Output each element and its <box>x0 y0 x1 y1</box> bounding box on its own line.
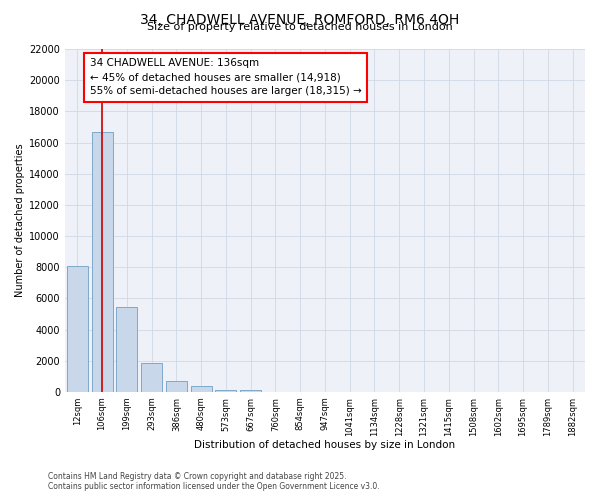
Bar <box>67 266 88 392</box>
Bar <box>191 386 212 392</box>
X-axis label: Distribution of detached houses by size in London: Distribution of detached houses by size … <box>194 440 455 450</box>
Text: 34, CHADWELL AVENUE, ROMFORD, RM6 4QH: 34, CHADWELL AVENUE, ROMFORD, RM6 4QH <box>140 12 460 26</box>
Bar <box>116 307 137 392</box>
Bar <box>166 381 187 392</box>
Bar <box>215 390 236 392</box>
Bar <box>141 363 162 392</box>
Bar <box>240 390 261 392</box>
Text: Size of property relative to detached houses in London: Size of property relative to detached ho… <box>147 22 453 32</box>
Text: 34 CHADWELL AVENUE: 136sqm
← 45% of detached houses are smaller (14,918)
55% of : 34 CHADWELL AVENUE: 136sqm ← 45% of deta… <box>89 58 361 96</box>
Text: Contains HM Land Registry data © Crown copyright and database right 2025.
Contai: Contains HM Land Registry data © Crown c… <box>48 472 380 491</box>
Bar <box>92 132 113 392</box>
Y-axis label: Number of detached properties: Number of detached properties <box>15 144 25 297</box>
